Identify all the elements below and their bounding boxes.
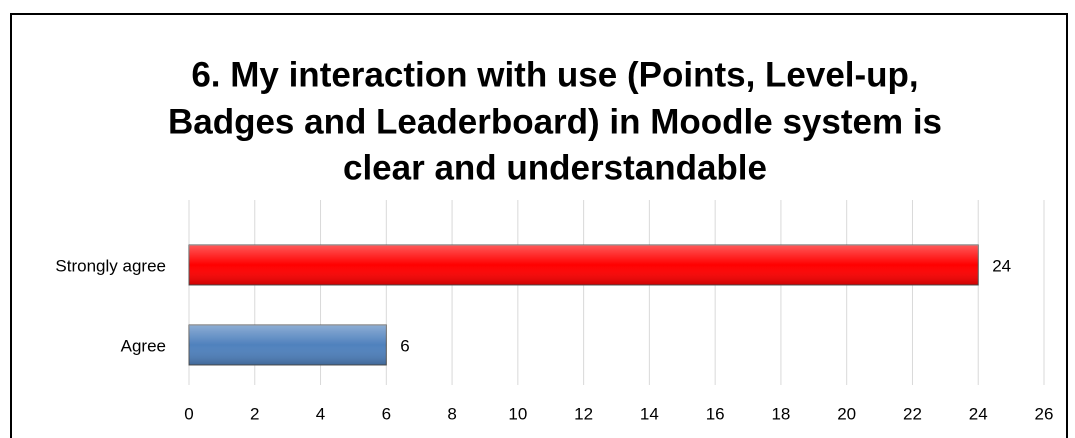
x-tick-label: 12 <box>574 404 593 423</box>
x-tick-label: 14 <box>640 404 659 423</box>
x-tick-label: 22 <box>903 404 922 423</box>
x-tick-label: 6 <box>382 404 391 423</box>
x-tick-label: 16 <box>706 404 725 423</box>
chart-title: Badges and Leaderboard) in Moodle system… <box>168 102 942 141</box>
x-tick-label: 26 <box>1035 404 1054 423</box>
x-tick-label: 24 <box>969 404 988 423</box>
bar <box>188 324 387 366</box>
x-tick-label: 8 <box>447 404 456 423</box>
x-tick-label: 2 <box>250 404 259 423</box>
x-tick-label: 0 <box>184 404 193 423</box>
chart-title: clear and understandable <box>343 148 767 187</box>
data-label: 24 <box>992 256 1011 275</box>
chart-border <box>10 13 1068 438</box>
data-label: 6 <box>400 336 409 355</box>
chart-title: 6. My interaction with use (Points, Leve… <box>191 55 918 94</box>
bar <box>188 244 979 286</box>
x-tick-label: 20 <box>837 404 856 423</box>
y-tick-label: Agree <box>121 336 166 355</box>
x-tick-label: 18 <box>771 404 790 423</box>
y-tick-label: Strongly agree <box>55 256 166 275</box>
x-tick-label: 10 <box>508 404 527 423</box>
x-tick-label: 4 <box>316 404 325 423</box>
